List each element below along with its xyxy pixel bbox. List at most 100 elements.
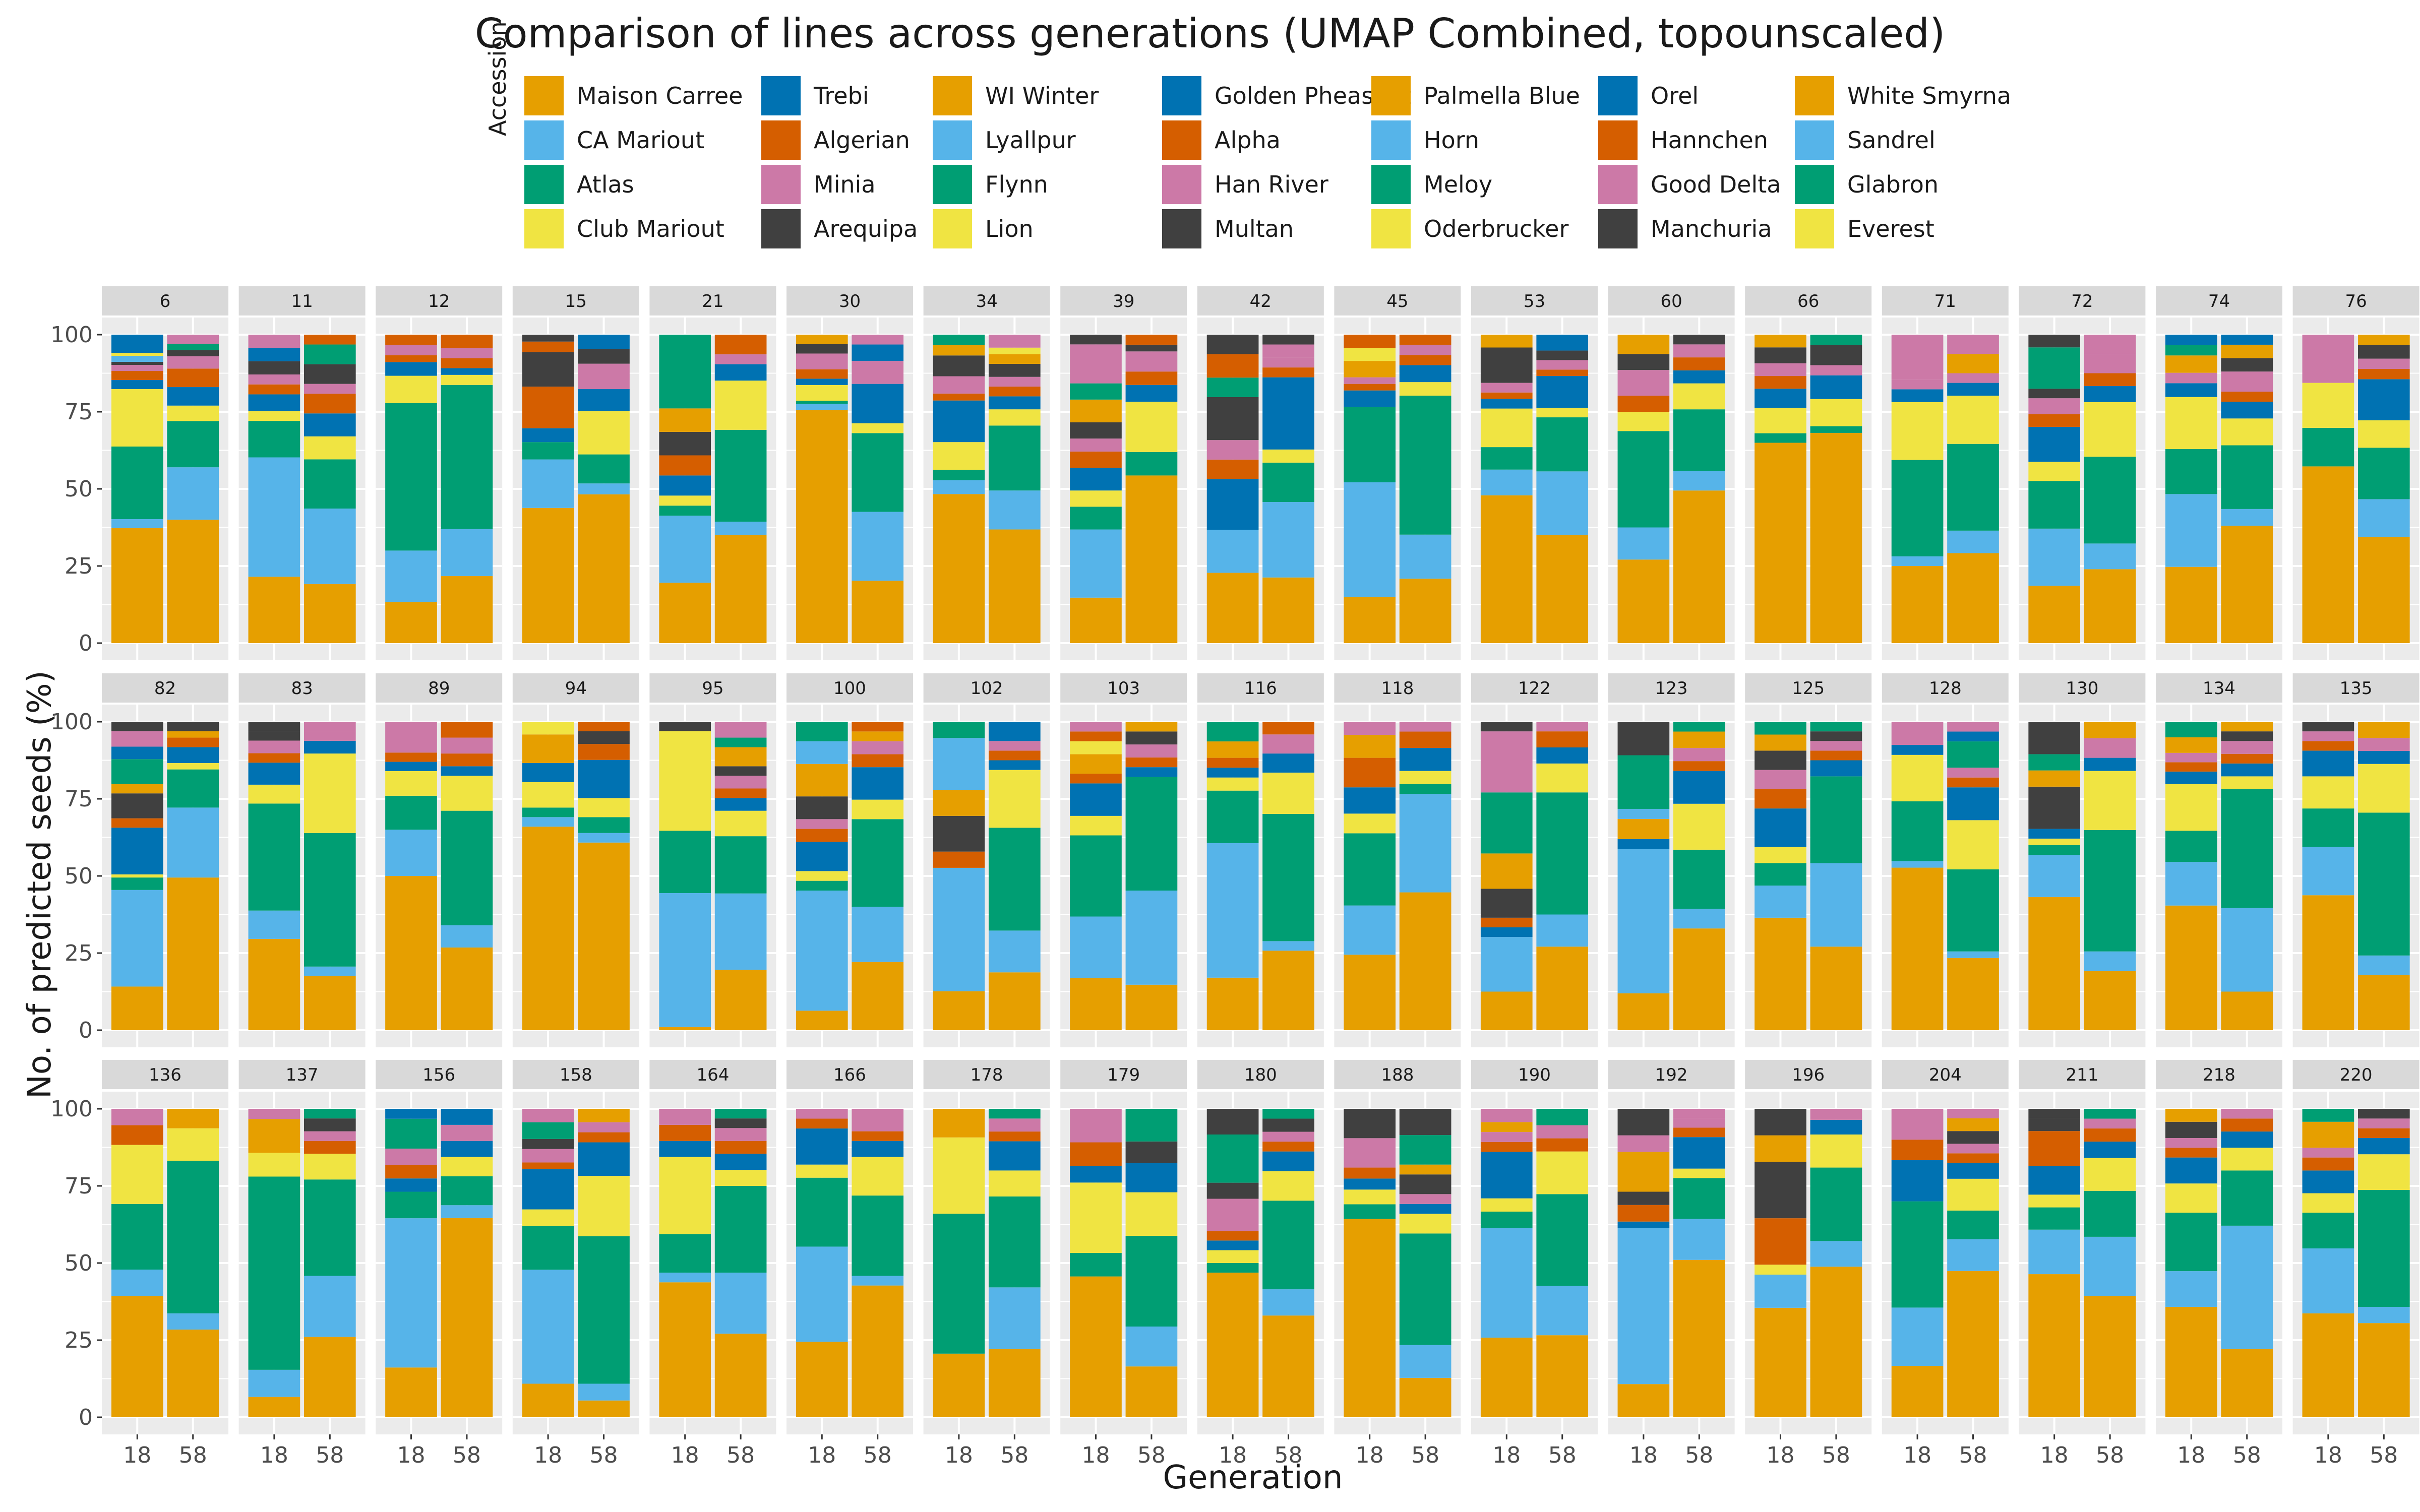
facet-label: 204: [1929, 1065, 1962, 1085]
bar-segment: [1754, 886, 1806, 918]
facet-label: 196: [1792, 1065, 1825, 1085]
bar-segment: [988, 376, 1041, 387]
bar-segment: [714, 788, 767, 798]
bar-segment: [441, 1218, 493, 1417]
facet-strip: [1334, 286, 1461, 316]
bar-segment: [714, 893, 767, 970]
legend-item: Han River: [1162, 164, 1328, 205]
bar-segment: [1617, 1152, 1670, 1192]
bar-segment: [1810, 760, 1862, 777]
bar-segment: [1125, 452, 1178, 476]
bar-segment: [522, 1162, 574, 1169]
bar-segment: [1480, 1122, 1533, 1132]
facet-strip: [1060, 286, 1187, 316]
bar-segment: [714, 381, 767, 430]
bar-segment: [248, 1153, 300, 1177]
bar-segment: [1617, 1384, 1670, 1417]
y-tick-label: 75: [65, 1173, 93, 1199]
facet-strip: [2019, 286, 2146, 316]
bar-segment: [248, 335, 300, 348]
bar-segment: [1810, 776, 1862, 863]
bar-segment: [522, 782, 574, 808]
bar-segment: [659, 431, 711, 456]
bar-segment: [1262, 335, 1314, 345]
bar-segment: [385, 1118, 437, 1149]
bar-segment: [1070, 815, 1122, 836]
bar-segment: [441, 947, 493, 1030]
bar-segment: [1673, 370, 1725, 384]
bar-segment: [2221, 908, 2273, 992]
bar-segment: [2221, 526, 2273, 643]
bar-segment: [1617, 527, 1670, 560]
bar-segment: [852, 799, 904, 820]
facet-label: 53: [1524, 291, 1545, 311]
bar-segment: [659, 583, 711, 643]
legend-key: [524, 120, 564, 160]
bar-segment: [1206, 1109, 1259, 1135]
bar-segment: [2028, 335, 2081, 348]
bar-segment: [852, 754, 904, 768]
x-tick-label: 58: [864, 1442, 892, 1468]
bar-segment: [1617, 1228, 1670, 1384]
bar-segment: [2357, 448, 2410, 499]
bar-segment: [2221, 1349, 2273, 1417]
bar-segment: [659, 475, 711, 496]
bar-segment: [1480, 392, 1533, 399]
bar-segment: [2221, 509, 2273, 526]
bar-segment: [2028, 829, 2081, 839]
bar-segment: [2221, 1170, 2273, 1226]
facet-strip: [649, 673, 776, 703]
bar-segment: [2221, 991, 2273, 1030]
bar-segment: [1262, 951, 1314, 1030]
legend-label: Alpha: [1215, 127, 1281, 154]
facet-label: 12: [428, 291, 450, 311]
bar-segment: [578, 1142, 630, 1176]
bar-segment: [578, 363, 630, 389]
bar-segment: [1754, 789, 1806, 809]
bar-segment: [2084, 738, 2136, 758]
facet-strip: [923, 1060, 1050, 1089]
bar-segment: [988, 1118, 1041, 1132]
bar-segment: [2084, 971, 2136, 1030]
bar-segment: [1617, 1191, 1670, 1205]
bar-segment: [2084, 1142, 2136, 1158]
bar-segment: [796, 796, 848, 820]
bar-segment: [1810, 1135, 1862, 1168]
bar-segment: [1125, 984, 1178, 1030]
bar-segment: [1399, 1214, 1451, 1234]
bar-segment: [2165, 1138, 2217, 1148]
bar-segment: [988, 722, 1041, 741]
bar-segment: [1947, 1118, 1999, 1131]
bar-segment: [2357, 722, 2410, 738]
bar-segment: [578, 722, 630, 731]
bar-segment: [933, 494, 985, 643]
bar-segment: [1810, 1109, 1862, 1120]
facet-strip: [102, 286, 228, 316]
bar-segment: [2165, 831, 2217, 862]
bar-segment: [1891, 861, 1944, 868]
y-tick-label: 0: [79, 631, 93, 656]
bar-segment: [1947, 383, 1999, 396]
bar-segment: [522, 763, 574, 782]
bar-segment: [522, 459, 574, 508]
facet-label: 180: [1244, 1065, 1277, 1085]
bar-segment: [1344, 905, 1396, 955]
bar-segment: [796, 353, 848, 369]
x-tick-label: 18: [808, 1442, 836, 1468]
bar-segment: [933, 393, 985, 401]
facet-strip: [1471, 673, 1598, 703]
bar-segment: [2302, 1170, 2354, 1193]
facet-label: 179: [1107, 1065, 1140, 1085]
x-tick-label: 18: [1081, 1442, 1110, 1468]
bar-segment: [988, 1196, 1041, 1288]
bar-segment: [988, 425, 1041, 491]
bar-segment: [1947, 768, 1999, 778]
bar-segment: [2302, 776, 2354, 809]
facet-strip: [1471, 286, 1598, 316]
bar-segment: [1344, 833, 1396, 906]
facet-strip: [2019, 673, 2146, 703]
bar-segment: [1891, 801, 1944, 861]
bar-segment: [304, 364, 356, 384]
bar-segment: [1125, 757, 1178, 768]
bar-segment: [1617, 412, 1670, 431]
